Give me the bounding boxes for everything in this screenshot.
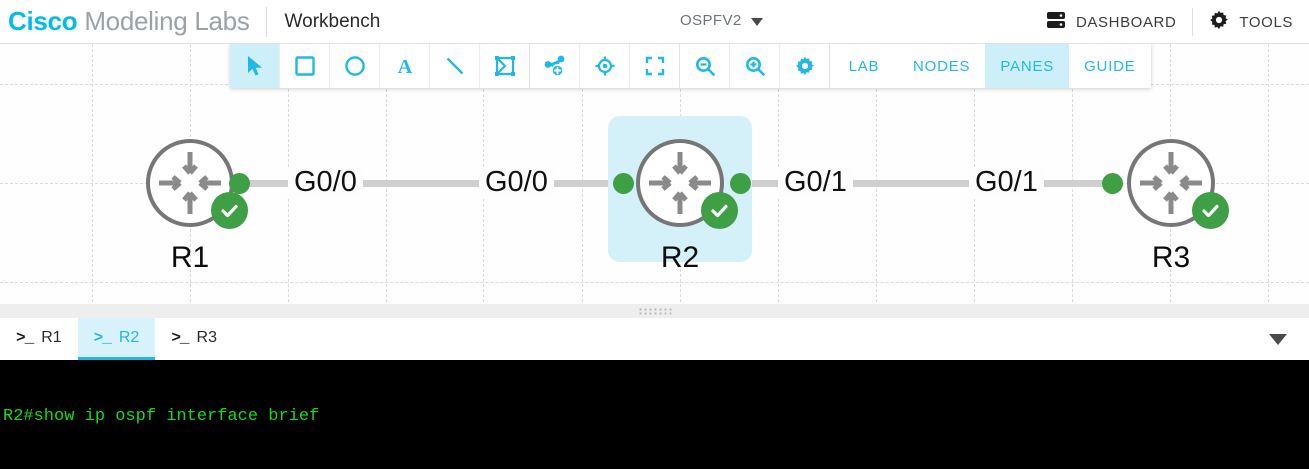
lab-name-label: OSPFV2 [680, 12, 742, 29]
add-node-icon [544, 55, 566, 77]
zoom-in-tool[interactable] [730, 44, 780, 88]
link-label-r2-g01: G0/1 [778, 168, 853, 197]
status-badge-r3 [1192, 192, 1229, 229]
node-label-r2: R2 [660, 241, 700, 274]
interface-dot-r2-g00[interactable] [613, 173, 634, 194]
console-tab-bar: >_ R1 >_ R2 >_ R3 [0, 318, 1309, 360]
panel-splitter[interactable] [0, 304, 1309, 318]
link-r2-r3-line[interactable] [718, 180, 1122, 187]
canvas-toolbar: A [230, 44, 1151, 88]
console-tab-label: R2 [118, 328, 140, 346]
fit-screen-tool[interactable] [630, 44, 680, 88]
terminal-prompt-icon: >_ [171, 328, 189, 347]
brand-logo: Cisco Modeling Labs [0, 6, 250, 37]
svg-text:A: A [397, 56, 412, 76]
transform-tool[interactable] [480, 44, 530, 88]
terminal-prompt-icon: >_ [93, 328, 112, 347]
select-tool[interactable] [230, 44, 280, 88]
topology-canvas[interactable]: G0/0 G0/0 G0/1 G0/1 R1 [0, 44, 1309, 312]
console-text: R2#show ip ospf interface brief Interfac… [0, 360, 1309, 469]
link-label-r1-g00: G0/0 [288, 168, 363, 197]
link-r1-r2-line[interactable] [238, 180, 642, 187]
link-label-r2-g00: G0/0 [479, 168, 554, 197]
gear-icon [1209, 10, 1229, 35]
chevron-down-icon [1269, 333, 1287, 345]
settings-tool[interactable] [780, 44, 830, 88]
grid-line-v [876, 44, 877, 312]
grid-line-v [582, 44, 583, 312]
grid-line-v [1268, 44, 1269, 312]
add-node-tool[interactable] [530, 44, 580, 88]
interface-dot-r3-g01[interactable] [1102, 173, 1123, 194]
check-circle-icon [711, 204, 728, 218]
zoom-in-icon [745, 56, 765, 76]
zoom-out-icon [695, 56, 715, 76]
header-action-divider [1192, 8, 1194, 36]
status-badge-r2 [701, 192, 738, 229]
zoom-out-tool[interactable] [680, 44, 730, 88]
tab-lab[interactable]: LAB [848, 57, 880, 75]
drag-handle-icon [637, 307, 672, 315]
node-label-r1: R1 [170, 241, 210, 274]
router-icon [635, 138, 725, 233]
grid-line-h [0, 282, 1309, 283]
interface-dot-r2-g01[interactable] [730, 173, 751, 194]
crosshair-icon [595, 56, 615, 76]
grid-line-v [386, 44, 387, 312]
tab-nodes[interactable]: NODES [913, 57, 971, 75]
grid-line-v [1072, 44, 1073, 312]
diagonal-line-icon [445, 56, 465, 76]
console-output[interactable]: R2#show ip ospf interface brief Interfac… [0, 360, 1309, 469]
tab-guide[interactable]: GUIDE [1084, 57, 1136, 75]
page-title: Workbench [284, 10, 381, 32]
check-circle-icon [1202, 204, 1219, 218]
console-tab-r2[interactable]: >_ R2 [77, 318, 156, 360]
check-circle-icon [221, 204, 238, 218]
server-stack-icon [1046, 11, 1066, 34]
link-label-r3-g01: G0/1 [969, 168, 1044, 197]
terminal-prompt-icon: >_ [16, 328, 34, 347]
dashboard-button[interactable]: DASHBOARD [1030, 7, 1192, 37]
console-tab-r3[interactable]: >_ R3 [155, 318, 233, 360]
header-actions: DASHBOARD TOOLS [1030, 0, 1309, 44]
line-tool[interactable] [430, 44, 480, 88]
center-view-tool[interactable] [580, 44, 630, 88]
status-badge-r1 [211, 192, 248, 229]
tab-panes[interactable]: PANES [985, 44, 1070, 88]
console-tab-r1[interactable]: >_ R1 [0, 318, 78, 360]
text-tool[interactable]: A [380, 44, 430, 88]
circle-icon [344, 56, 365, 76]
transform-icon [494, 56, 515, 76]
brand-cisco-text: Cisco [8, 6, 78, 36]
console-tab-label: R1 [41, 328, 62, 346]
gear-icon [795, 56, 815, 76]
tools-button[interactable]: TOOLS [1193, 7, 1309, 37]
console-collapse-button[interactable] [1269, 318, 1287, 360]
text-a-icon: A [395, 56, 415, 76]
console-line: R2#show ip ospf interface brief [3, 407, 320, 426]
app-header: Cisco Modeling Labs Workbench OSPFV2 DAS… [0, 0, 1309, 44]
brand-modeling-labs-text: Modeling Labs [84, 6, 250, 36]
lab-selector[interactable]: OSPFV2 [680, 12, 763, 29]
console-tab-label: R3 [196, 328, 217, 346]
square-icon [294, 56, 315, 76]
fullscreen-icon [645, 56, 665, 76]
grid-line-v [92, 44, 93, 312]
dashboard-label: DASHBOARD [1076, 13, 1177, 31]
tools-label: TOOLS [1239, 13, 1293, 31]
ellipse-tool[interactable] [330, 44, 380, 88]
rectangle-tool[interactable] [280, 44, 330, 88]
header-divider [265, 6, 267, 37]
interface-dot-r1-g00[interactable] [229, 173, 250, 194]
caret-down-icon [750, 17, 763, 26]
cursor-arrow-icon [245, 55, 265, 77]
node-label-r3: R3 [1151, 241, 1191, 274]
